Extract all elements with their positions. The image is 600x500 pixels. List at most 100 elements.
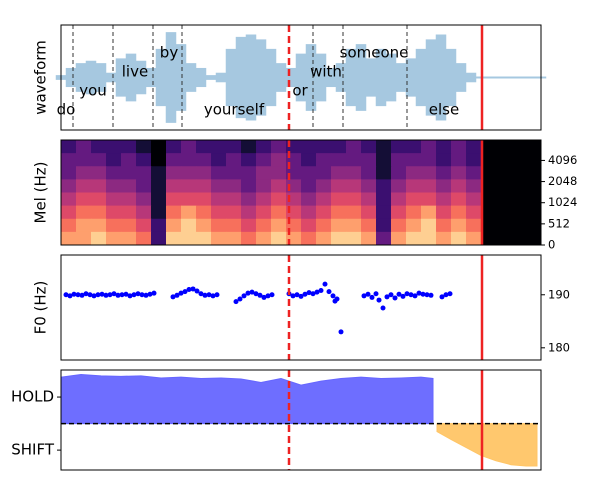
heatmap-cell (496, 140, 512, 154)
heatmap-cell (496, 231, 512, 246)
heatmap-cell (301, 166, 317, 180)
heatmap-cell (121, 140, 137, 154)
y-tick-label: SHIFT (11, 441, 55, 459)
f0-point (334, 296, 340, 302)
heatmap-cell (466, 192, 482, 207)
heatmap-cell (271, 153, 287, 167)
axes-frame (60, 369, 542, 471)
heatmap-cell (166, 192, 182, 207)
heatmap-cell (106, 231, 122, 246)
heatmap-cell (196, 166, 212, 180)
heatmap-cell (466, 140, 482, 154)
heatmap-cell (496, 218, 512, 233)
f0-point (190, 286, 196, 292)
heatmap-cell (226, 179, 242, 193)
f0-point (310, 291, 316, 297)
f0-point (202, 292, 208, 298)
heatmap-cell (241, 231, 257, 246)
heatmap-cell (391, 192, 407, 207)
f0-point (338, 329, 344, 335)
heatmap-cell (421, 192, 437, 207)
heatmap-cell (196, 192, 212, 207)
heatmap-cell (511, 179, 527, 193)
f0-point (91, 293, 97, 299)
heatmap-cell (241, 218, 257, 233)
heatmap-cell (301, 153, 317, 167)
heatmap-cell (526, 231, 542, 246)
heatmap-cell (331, 205, 347, 220)
heatmap-cell (271, 205, 287, 220)
heatmap-cell (121, 179, 137, 193)
f0-point (365, 291, 371, 297)
f0-point (361, 293, 367, 299)
heatmap-cell (211, 205, 227, 220)
heatmap-cell (241, 140, 257, 154)
heatmap-cell (331, 166, 347, 180)
heatmap-cell (346, 179, 362, 193)
y-tick-label: HOLD (11, 388, 54, 406)
heatmap-cell (151, 153, 167, 167)
heatmap-cell (91, 205, 107, 220)
heatmap-cell (256, 153, 272, 167)
heatmap-cell (211, 166, 227, 180)
f0-point (71, 291, 77, 297)
heatmap-cell (451, 153, 467, 167)
f0-point (404, 291, 410, 297)
f0-point (115, 292, 121, 298)
heatmap-cell (226, 218, 242, 233)
heatmap-cell (271, 218, 287, 233)
heatmap-cell (511, 166, 527, 180)
f0-point (178, 290, 184, 296)
heatmap-cell (151, 231, 167, 246)
heatmap-cell (316, 192, 332, 207)
heatmap-cell (376, 218, 392, 233)
heatmap-cell (151, 179, 167, 193)
f0-point (241, 293, 247, 299)
heatmap-cell (331, 140, 347, 154)
heatmap-cell (241, 205, 257, 220)
heatmap-cell (466, 153, 482, 167)
heatmap-cell (421, 231, 437, 246)
heatmap-cell (106, 140, 122, 154)
word-label: with (310, 63, 342, 81)
heatmap-cell (436, 231, 452, 246)
heatmap-cell (466, 218, 482, 233)
word-label: by (160, 44, 179, 62)
heatmap-cell (181, 140, 197, 154)
heatmap-cell (496, 192, 512, 207)
heatmap-cell (361, 218, 377, 233)
f0-point (408, 292, 414, 298)
heatmap-cell (211, 153, 227, 167)
heatmap-cell (481, 140, 497, 154)
heatmap-cell (466, 231, 482, 246)
heatmap-cell (211, 140, 227, 154)
heatmap-cell (256, 192, 272, 207)
f0-point (257, 292, 263, 298)
heatmap-cell (106, 166, 122, 180)
heatmap-cell (91, 153, 107, 167)
f0-point (380, 305, 386, 311)
heatmap-cell (361, 140, 377, 154)
heatmap-cell (121, 205, 137, 220)
heatmap-cell (376, 205, 392, 220)
heatmap-cell (316, 140, 332, 154)
heatmap-cell (181, 166, 197, 180)
heatmap-cell (526, 140, 542, 154)
heatmap-cell (181, 179, 197, 193)
y-axis-label: F0 (Hz) (32, 281, 50, 335)
heatmap-cell (271, 140, 287, 154)
f0-point (237, 296, 243, 302)
heatmap-cell (121, 192, 137, 207)
heatmap-cell (376, 192, 392, 207)
heatmap-cell (301, 140, 317, 154)
heatmap-cell (151, 140, 167, 154)
f0-point (174, 292, 180, 298)
heatmap-cell (61, 166, 77, 180)
heatmap-cell (181, 218, 197, 233)
f0-point (194, 288, 200, 294)
heatmap-cell (361, 192, 377, 207)
word-label: else (429, 101, 459, 119)
f0-point (210, 293, 216, 299)
heatmap-cell (391, 231, 407, 246)
